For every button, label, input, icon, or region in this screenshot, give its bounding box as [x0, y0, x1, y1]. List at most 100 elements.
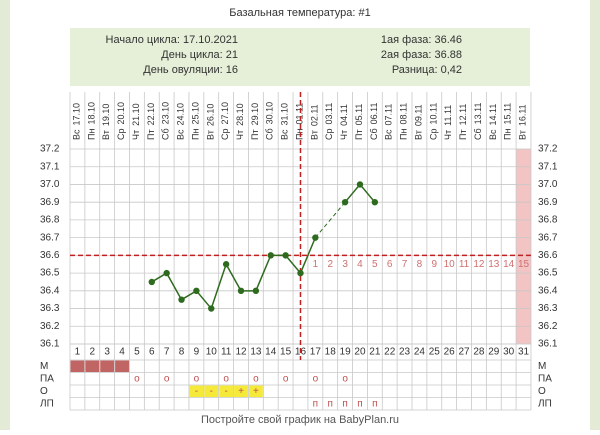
- date: 29.10: [250, 103, 260, 126]
- x-tick-label: 5: [134, 347, 140, 358]
- weekday: Сб: [265, 128, 275, 140]
- temperature-point: [208, 305, 215, 312]
- x-tick-label: 23: [399, 347, 411, 358]
- row-cell: п: [313, 398, 318, 409]
- weekday: Пт: [146, 129, 156, 140]
- date-label: Ср 10.11: [429, 103, 439, 140]
- date-label: Пт 22.10: [146, 103, 156, 140]
- y-tick-label-right: 36.5: [538, 268, 558, 279]
- y-tick-label: 36.4: [40, 285, 60, 296]
- date: 31.10: [280, 103, 290, 126]
- temperature-point: [312, 234, 319, 241]
- date-label: Вт 02.11: [310, 104, 320, 140]
- date-label: Сб 13.11: [473, 102, 483, 140]
- weekday: Пт: [250, 129, 260, 140]
- row-cell: o: [313, 373, 319, 384]
- phase2-day: 13: [488, 259, 500, 270]
- weekday: Ср: [116, 128, 126, 140]
- x-tick-label: 6: [149, 347, 155, 358]
- row-cell-bg: [189, 385, 204, 397]
- date: 02.11: [310, 104, 320, 126]
- date: 03.11: [325, 103, 335, 125]
- x-tick-label: 28: [473, 347, 485, 358]
- date-label: Ср 27.10: [221, 102, 231, 140]
- row-label: ПА: [40, 373, 54, 384]
- x-tick-label: 2: [90, 347, 96, 358]
- phase2-day: 14: [503, 259, 515, 270]
- date: 24.10: [176, 103, 186, 126]
- date: 01.11: [295, 103, 305, 125]
- highlight-column: [516, 149, 531, 344]
- weekday: Вс: [72, 129, 82, 140]
- row-label-right: ЛП: [538, 398, 552, 409]
- x-tick-label: 11: [221, 347, 232, 358]
- date: 15.11: [503, 103, 513, 125]
- phase2-day: 1: [313, 259, 319, 270]
- date: 18.10: [87, 102, 97, 125]
- row-cell: -: [210, 386, 213, 397]
- date-label: Пн 15.11: [503, 103, 513, 140]
- date-label: Сб 06.11: [369, 102, 379, 140]
- x-tick-label: 24: [414, 347, 426, 358]
- weekday: Чт: [235, 130, 245, 140]
- date-label: Пн 08.11: [399, 103, 409, 140]
- date: 25.10: [191, 102, 201, 125]
- row-fill: [85, 360, 100, 372]
- temperature-point: [267, 252, 274, 259]
- date-label: Вс 14.11: [488, 104, 498, 140]
- x-tick-label: 22: [384, 347, 396, 358]
- row-fill: [115, 360, 129, 372]
- date-label: Пн 18.10: [87, 102, 97, 140]
- x-tick-label: 29: [488, 347, 500, 358]
- row-label: О: [40, 386, 48, 397]
- date-label: Пт 05.11: [354, 104, 364, 140]
- weekday: Чт: [339, 130, 349, 140]
- y-tick-label-right: 36.9: [538, 197, 558, 208]
- x-tick-label: 4: [119, 347, 125, 358]
- date: 20.10: [116, 102, 126, 125]
- date-label: Пт 12.11: [458, 104, 468, 140]
- date: 13.11: [473, 102, 483, 124]
- y-tick-label-right: 36.1: [538, 339, 558, 350]
- date: 21.10: [131, 103, 141, 126]
- weekday: Вт: [518, 130, 528, 140]
- y-tick-label: 36.1: [40, 339, 60, 350]
- row-cell: п: [328, 398, 333, 409]
- temperature-point: [341, 198, 349, 206]
- weekday: Ср: [325, 128, 335, 140]
- gap-connector: [314, 201, 346, 238]
- y-tick-label: 36.7: [40, 232, 60, 243]
- x-tick-label: 12: [235, 347, 247, 358]
- weekday: Вт: [102, 130, 112, 140]
- row-fill: [70, 360, 85, 372]
- row-cell: п: [342, 398, 347, 409]
- date: 14.11: [488, 104, 498, 126]
- date: 16.11: [518, 104, 528, 126]
- info-right: 1ая фаза: 36.46: [381, 34, 462, 46]
- date-label: Вс 07.11: [384, 104, 394, 140]
- x-tick-label: 14: [265, 347, 277, 358]
- y-tick-label: 36.6: [40, 250, 60, 261]
- date-label: Пн 25.10: [191, 102, 201, 140]
- temperature-line: [151, 237, 317, 311]
- x-tick-label: 21: [369, 347, 381, 358]
- row-cell: -: [195, 386, 198, 397]
- weekday: Пн: [191, 129, 201, 140]
- info-left: День цикла: 21: [161, 49, 238, 61]
- date: 10.11: [429, 103, 439, 125]
- date: 28.10: [235, 103, 245, 126]
- phase2-day: 10: [444, 259, 456, 270]
- date: 22.10: [146, 103, 156, 126]
- row-label-right: О: [538, 386, 546, 397]
- temperature-point: [222, 261, 230, 268]
- weekday: Пн: [503, 129, 513, 140]
- y-tick-label: 36.8: [40, 215, 60, 226]
- y-tick-label-right: 36.7: [538, 232, 558, 243]
- phase2-day: 4: [357, 259, 363, 270]
- row-cell: o: [194, 373, 200, 384]
- date: 23.10: [161, 102, 171, 125]
- phase2-day: 7: [402, 259, 408, 270]
- date: 19.10: [102, 104, 112, 127]
- temperature-point: [193, 287, 200, 295]
